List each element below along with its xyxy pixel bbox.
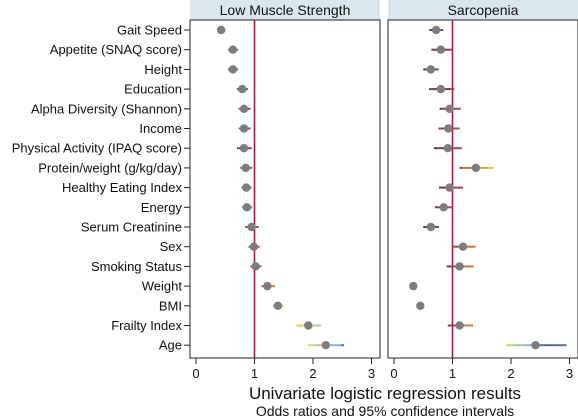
odds-ratio-point	[455, 262, 464, 271]
odds-ratio-point	[238, 84, 247, 94]
x-tick-label: 1	[251, 366, 258, 381]
odds-ratio-point	[239, 144, 249, 153]
odds-ratio-point	[445, 183, 454, 192]
x-tick-label: 2	[309, 366, 316, 381]
x-tick-label: 3	[368, 366, 375, 381]
x-tick-label: 0	[390, 366, 397, 381]
category-label: Weight	[142, 279, 183, 294]
category-labels: Gait Speed Appetite (SNAQ score) Height Edu…	[12, 23, 190, 353]
odds-ratio-point	[416, 301, 425, 310]
odds-ratio-point	[273, 301, 283, 310]
odds-ratio-point	[436, 84, 445, 94]
odds-ratio-point	[216, 25, 226, 35]
x-axis-title: Univariate logistic regression results	[249, 384, 521, 403]
category-label: BMI	[159, 298, 182, 313]
category-label: Frailty Index	[111, 318, 182, 333]
odds-ratio-point	[251, 262, 260, 271]
odds-ratio-point	[304, 321, 313, 330]
category-label: Energy	[141, 200, 183, 215]
odds-ratio-point	[409, 281, 418, 291]
panel-header	[388, 0, 578, 20]
category-label: Age	[159, 338, 182, 353]
category-label: Income	[139, 121, 182, 136]
odds-ratio-point	[471, 163, 481, 173]
odds-ratio-point	[436, 45, 445, 54]
panel-title: Sarcopenia	[448, 2, 519, 18]
x-tick-label: 2	[507, 366, 514, 381]
panel-header	[190, 0, 380, 20]
odds-ratio-point	[531, 341, 540, 350]
odds-ratio-point	[321, 341, 331, 350]
odds-ratio-point	[247, 222, 256, 232]
odds-ratio-point	[239, 104, 249, 114]
odds-ratio-point	[443, 144, 453, 153]
category-label: Education	[124, 82, 182, 97]
odds-ratio-point	[241, 163, 250, 173]
category-label: Alpha Diversity (Shannon)	[31, 101, 182, 116]
panel-sarcopenia: Sarcopenia 0 1 2 3	[387, 0, 578, 381]
panel-title: Low Muscle Strength	[220, 2, 351, 18]
odds-ratio-point	[242, 203, 252, 212]
category-label: Appetite (SNAQ score)	[50, 42, 182, 57]
x-tick-label: 0	[192, 366, 199, 381]
category-label: Sex	[160, 239, 183, 254]
category-label: Healthy Eating Index	[62, 180, 182, 195]
category-label: Height	[144, 62, 182, 77]
panel-frame	[387, 19, 578, 359]
odds-ratio-point	[228, 45, 238, 54]
odds-ratio-point	[263, 281, 272, 291]
odds-ratio-point	[426, 222, 436, 232]
category-label: Protein/weight (g/kg/day)	[38, 160, 182, 175]
odds-ratio-point	[444, 124, 453, 133]
x-tick-label: 1	[449, 366, 456, 381]
category-label: Serum Creatinine	[81, 220, 182, 235]
odds-ratio-point	[249, 242, 259, 251]
odds-ratio-point	[426, 65, 436, 74]
odds-ratio-point	[239, 124, 249, 133]
odds-ratio-point	[242, 183, 251, 192]
odds-ratio-point	[439, 203, 448, 212]
odds-ratio-point	[455, 321, 464, 330]
panel-frame	[189, 19, 381, 359]
category-label: Smoking Status	[91, 259, 183, 274]
panel-low-muscle-strength: Low Muscle Strength 0 1 2 3	[189, 0, 381, 381]
category-label: Physical Activity (IPAQ score)	[12, 141, 182, 156]
odds-ratio-point	[445, 104, 454, 114]
category-label: Gait Speed	[117, 23, 182, 38]
x-axis-subtitle: Odds ratios and 95% confidence intervals	[256, 403, 514, 419]
odds-ratio-point	[458, 242, 468, 251]
x-tick-label: 3	[566, 366, 573, 381]
odds-ratio-point	[228, 65, 238, 74]
odds-ratio-point	[431, 25, 441, 35]
